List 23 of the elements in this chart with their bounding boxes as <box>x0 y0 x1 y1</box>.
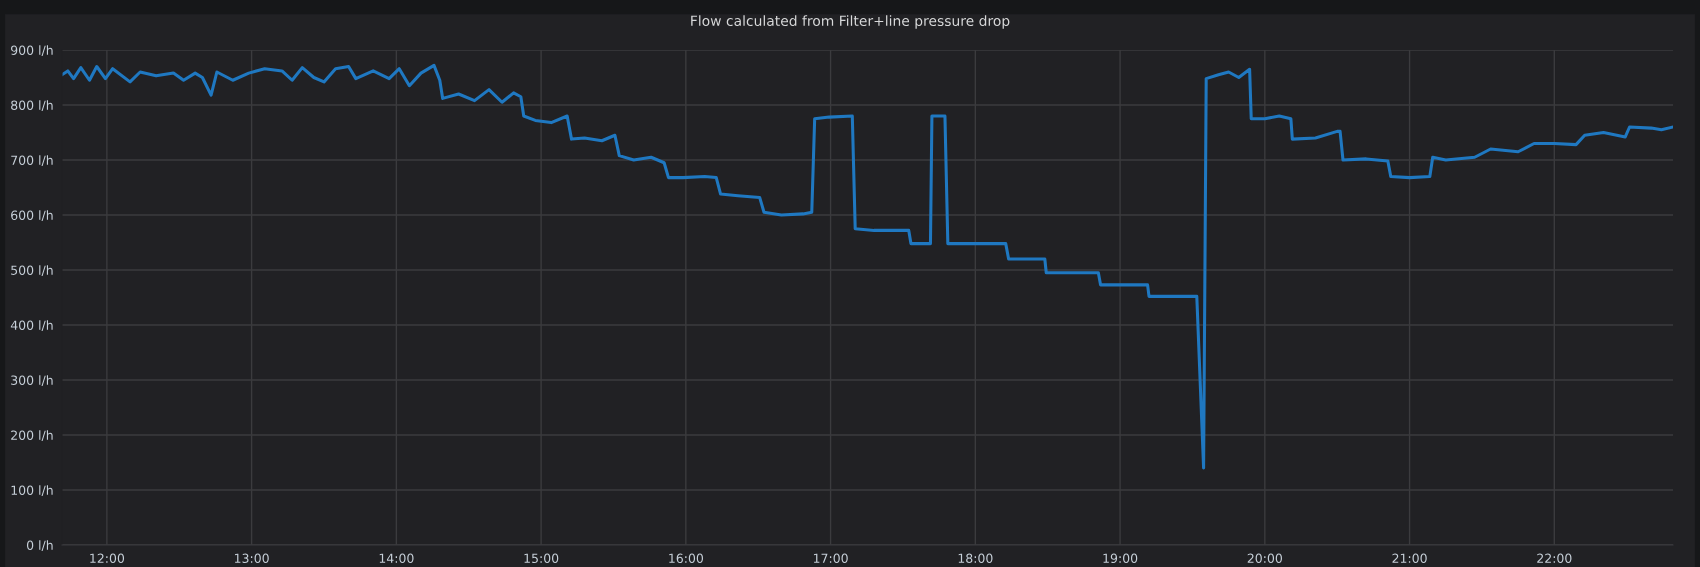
y-tick-label: 200 l/h <box>11 430 53 441</box>
chart-title: Flow calculated from Filter+line pressure drop <box>691 15 1010 29</box>
y-tick-label: 900 l/h <box>11 45 53 56</box>
y-tick-label: 100 l/h <box>11 485 53 496</box>
y-tick-label: 800 l/h <box>11 100 53 111</box>
x-tick-label: 12:00 <box>90 553 125 564</box>
line-series <box>62 63 1673 470</box>
y-tick-label: 700 l/h <box>11 155 53 166</box>
x-tick-label: 19:00 <box>1103 553 1138 564</box>
x-tick-label: 14:00 <box>379 553 414 564</box>
y-tick-label: 500 l/h <box>11 265 53 276</box>
y-tick-label: 0 l/h <box>26 540 53 551</box>
y-tick-label: 400 l/h <box>10 320 53 331</box>
x-tick-label: 16:00 <box>669 553 704 564</box>
x-tick-label: 15:00 <box>524 553 559 564</box>
x-tick-label: 18:00 <box>958 553 993 564</box>
x-tick-label: 21:00 <box>1392 553 1427 564</box>
x-tick-label: 13:00 <box>234 553 269 564</box>
y-tick-label: 300 l/h <box>11 375 53 386</box>
x-tick-label: 22:00 <box>1537 553 1572 564</box>
x-tick-label: 20:00 <box>1247 553 1282 564</box>
x-tick-label: 17:00 <box>813 553 848 564</box>
y-tick-label: 600 l/h <box>11 210 53 221</box>
